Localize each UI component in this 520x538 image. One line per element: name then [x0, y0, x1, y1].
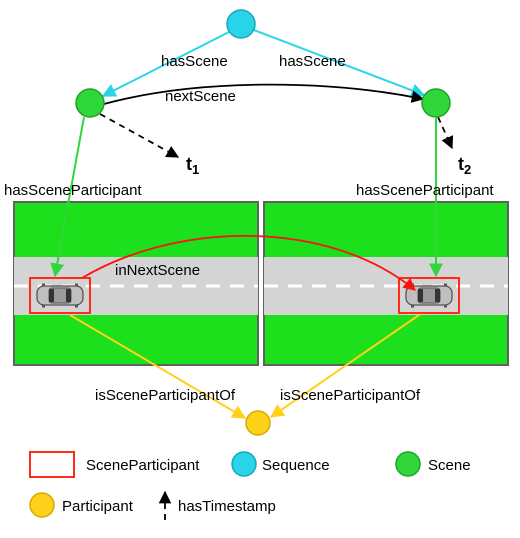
edge-nextscene [104, 85, 423, 104]
sequence-node [227, 10, 255, 38]
legend-hastimestamp-label: hasTimestamp [178, 498, 276, 515]
svg-text:t1: t1 [186, 154, 199, 177]
edge-innextscene-label: inNextScene [115, 262, 200, 279]
ontology-diagram: hasScene hasScene nextScene t1 t2 hasSce… [0, 0, 520, 538]
edge-hasscene-1-label: hasScene [161, 53, 228, 70]
timestamp-t2: t2 [458, 154, 471, 177]
car-icon-2 [406, 284, 452, 308]
edge-hastimestamp-2 [438, 117, 452, 148]
edge-nextscene-label: nextScene [165, 88, 236, 105]
legend-sceneparticipant-label: SceneParticipant [86, 457, 200, 474]
scene-panel-right [264, 202, 508, 365]
edge-hassceneparticipant-1-label: hasSceneParticipant [4, 182, 142, 199]
car-icon-1 [37, 284, 83, 308]
legend-sceneparticipant-icon [30, 452, 74, 477]
scene-node-1 [76, 89, 104, 117]
legend-scene-label: Scene [428, 457, 471, 474]
edge-issceneparticipantof-2-label: isSceneParticipantOf [280, 387, 421, 404]
legend-participant-icon [30, 493, 54, 517]
timestamp-t1: t1 [186, 154, 199, 177]
scene-panel-left [14, 202, 258, 365]
legend-sequence-icon [232, 452, 256, 476]
edge-hastimestamp-1 [100, 114, 178, 157]
legend: SceneParticipant Sequence Scene Particip… [30, 452, 471, 520]
legend-participant-label: Participant [62, 498, 134, 515]
edge-hasscene-2-label: hasScene [279, 53, 346, 70]
svg-text:t2: t2 [458, 154, 471, 177]
scene-node-2 [422, 89, 450, 117]
legend-scene-icon [396, 452, 420, 476]
edge-issceneparticipantof-1-label: isSceneParticipantOf [95, 387, 236, 404]
legend-sequence-label: Sequence [262, 457, 330, 474]
edge-hassceneparticipant-2-label: hasSceneParticipant [356, 182, 494, 199]
participant-node [246, 411, 270, 435]
